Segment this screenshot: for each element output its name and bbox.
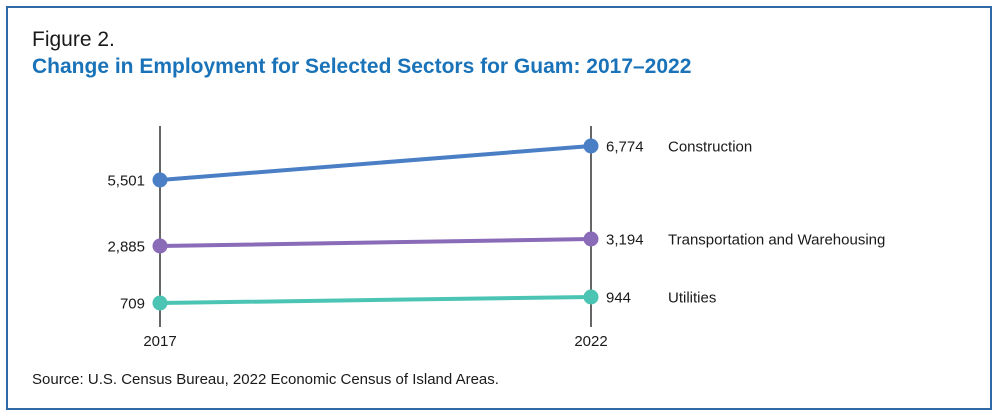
data-point [583,231,599,247]
value-label-2022: 6,774 [606,139,644,156]
x-tick-label: 2022 [574,333,607,350]
series-lines [152,138,599,311]
figure-label: Figure 2. [32,28,115,51]
series-line [158,295,593,305]
data-point [583,138,599,154]
source-note: Source: U.S. Census Bureau, 2022 Economi… [32,371,499,388]
value-label-2017: 2,885 [107,239,145,256]
series-line [158,144,593,182]
figure-frame [6,6,992,410]
axes-group: 2017 2022 [143,126,608,350]
data-point [583,289,599,305]
series-name-label: Transportation and Warehousing [668,232,885,249]
value-label-2022: 3,194 [606,232,644,249]
series-line [158,237,593,248]
series-labels: 5,501 6,774 Construction 2,885 3,194 Transpor… [107,139,885,313]
value-label-2017: 5,501 [107,173,145,190]
x-tick-label: 2017 [143,333,176,350]
data-point [152,295,168,311]
series-name-label: Construction [668,139,752,156]
value-label-2022: 944 [606,290,631,307]
data-point [152,238,168,254]
series-name-label: Utilities [668,290,716,307]
chart-title: Change in Employment for Selected Sector… [32,55,692,78]
value-label-2017: 709 [120,296,145,313]
data-point [152,172,168,188]
